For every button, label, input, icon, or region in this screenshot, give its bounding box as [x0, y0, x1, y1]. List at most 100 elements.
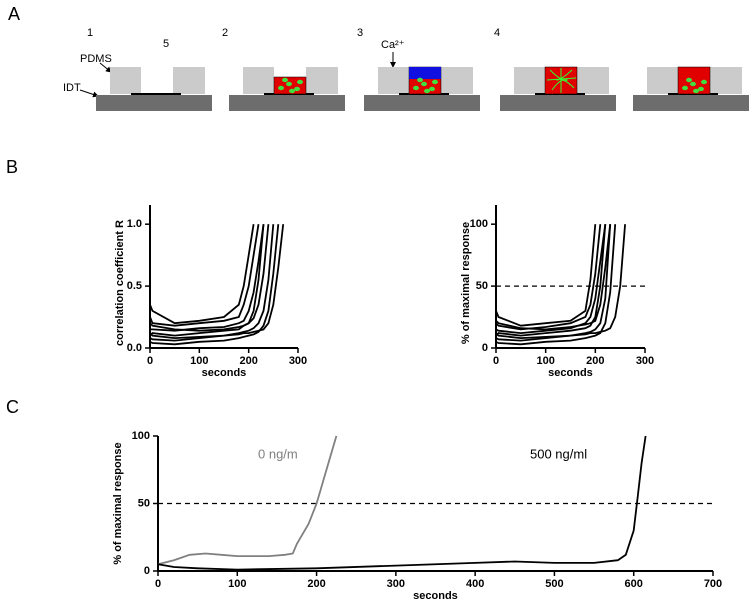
step-number: 4: [494, 27, 500, 39]
series-line: [149, 224, 275, 342]
pdms-block: [577, 67, 609, 94]
pdms-label: PDMS: [80, 53, 112, 65]
series-line: [495, 224, 607, 335]
x-axis-title: seconds: [548, 367, 593, 379]
y-axis-title: correlation coefficient R: [114, 220, 126, 346]
cell: [297, 79, 303, 85]
x-axis-title: seconds: [202, 367, 247, 379]
cell: [424, 88, 430, 94]
pdms-block: [306, 67, 338, 94]
x-tick-label: 500: [545, 578, 563, 590]
cell: [294, 86, 300, 92]
x-tick-label: 300: [387, 578, 405, 590]
x-tick-label: 200: [586, 355, 604, 367]
step-number: 2: [222, 27, 228, 39]
pointer: [79, 89, 99, 98]
y-tick-label: 0.5: [127, 280, 142, 292]
series-line: [149, 224, 270, 332]
idt-label: IDT: [63, 82, 81, 94]
curve-label: 0 ng/m: [258, 446, 298, 461]
x-tick-label: 100: [190, 355, 208, 367]
x-tick-label: 200: [307, 578, 325, 590]
clot-network: [546, 68, 577, 93]
series-line: [149, 224, 260, 327]
series-line: [495, 224, 612, 342]
cell: [286, 81, 292, 87]
series-line: [157, 435, 647, 571]
series-line: [149, 224, 280, 346]
x-tick-label: 0: [155, 578, 161, 590]
idt-base: [633, 95, 749, 111]
cell: [701, 79, 707, 85]
x-tick-label: 0: [493, 355, 499, 367]
idt-base: [229, 95, 345, 111]
x-tick-label: 0: [147, 355, 153, 367]
x-tick-label: 300: [636, 355, 654, 367]
panel-label: A: [8, 4, 20, 24]
cell: [282, 77, 288, 83]
x-tick-label: 700: [704, 578, 722, 590]
series-line: [495, 224, 626, 340]
pdms-block: [647, 67, 678, 94]
pdms-block: [514, 67, 545, 94]
pdms-block: [173, 67, 205, 94]
x-tick-label: 300: [289, 355, 307, 367]
cell: [682, 85, 688, 91]
x-axis-title: seconds: [413, 590, 458, 602]
cell: [417, 77, 423, 83]
x-tick-label: 400: [466, 578, 484, 590]
idt-base: [364, 95, 480, 111]
step-number: 1: [87, 27, 93, 39]
panel-label: C: [6, 397, 19, 417]
step-number: 5: [163, 38, 169, 50]
series-line: [495, 224, 612, 331]
pdms-block: [243, 67, 274, 94]
x-tick-label: 200: [239, 355, 257, 367]
y-axis-title: % of maximal response: [460, 222, 472, 344]
y-tick-label: 50: [476, 280, 488, 292]
pointer: [99, 62, 112, 73]
pdms-block: [710, 67, 742, 94]
series-line: [495, 224, 607, 337]
panel-label: B: [6, 157, 18, 177]
idt-base: [96, 95, 212, 111]
y-tick-label: 1.0: [127, 218, 142, 230]
y-tick-label: 0: [144, 565, 150, 577]
series-line: [149, 224, 255, 325]
pdms-block: [110, 67, 141, 94]
cell: [698, 86, 704, 92]
cell: [421, 81, 427, 87]
calcium-layer: [409, 67, 441, 79]
x-tick-label: 600: [625, 578, 643, 590]
step-number: 3: [357, 27, 363, 39]
series-line: [149, 224, 265, 337]
y-tick-label: 0: [482, 342, 488, 354]
x-tick-label: 100: [536, 355, 554, 367]
cell: [413, 85, 419, 91]
cell: [690, 81, 696, 87]
y-tick-label: 50: [138, 497, 150, 509]
series-line: [150, 224, 265, 332]
calcium-label: Ca²⁺: [381, 39, 405, 51]
pdms-block: [441, 67, 473, 94]
series-line: [149, 224, 285, 340]
y-axis-title: % of maximal response: [112, 442, 124, 564]
cell: [289, 88, 295, 94]
series-line: [495, 224, 597, 327]
y-tick-label: 0.0: [127, 342, 142, 354]
cell: [693, 88, 699, 94]
cell: [429, 86, 435, 92]
idt-base: [500, 95, 616, 111]
pdms-block: [378, 67, 409, 94]
y-tick-label: 100: [132, 430, 150, 442]
series-line: [157, 435, 338, 566]
cell: [278, 85, 284, 91]
cell: [432, 79, 438, 85]
y-tick-label: 100: [470, 218, 488, 230]
series-line: [495, 224, 602, 331]
x-tick-label: 100: [228, 578, 246, 590]
series-line: [495, 224, 617, 346]
cell: [686, 77, 692, 83]
curve-label: 500 ng/ml: [530, 446, 587, 461]
